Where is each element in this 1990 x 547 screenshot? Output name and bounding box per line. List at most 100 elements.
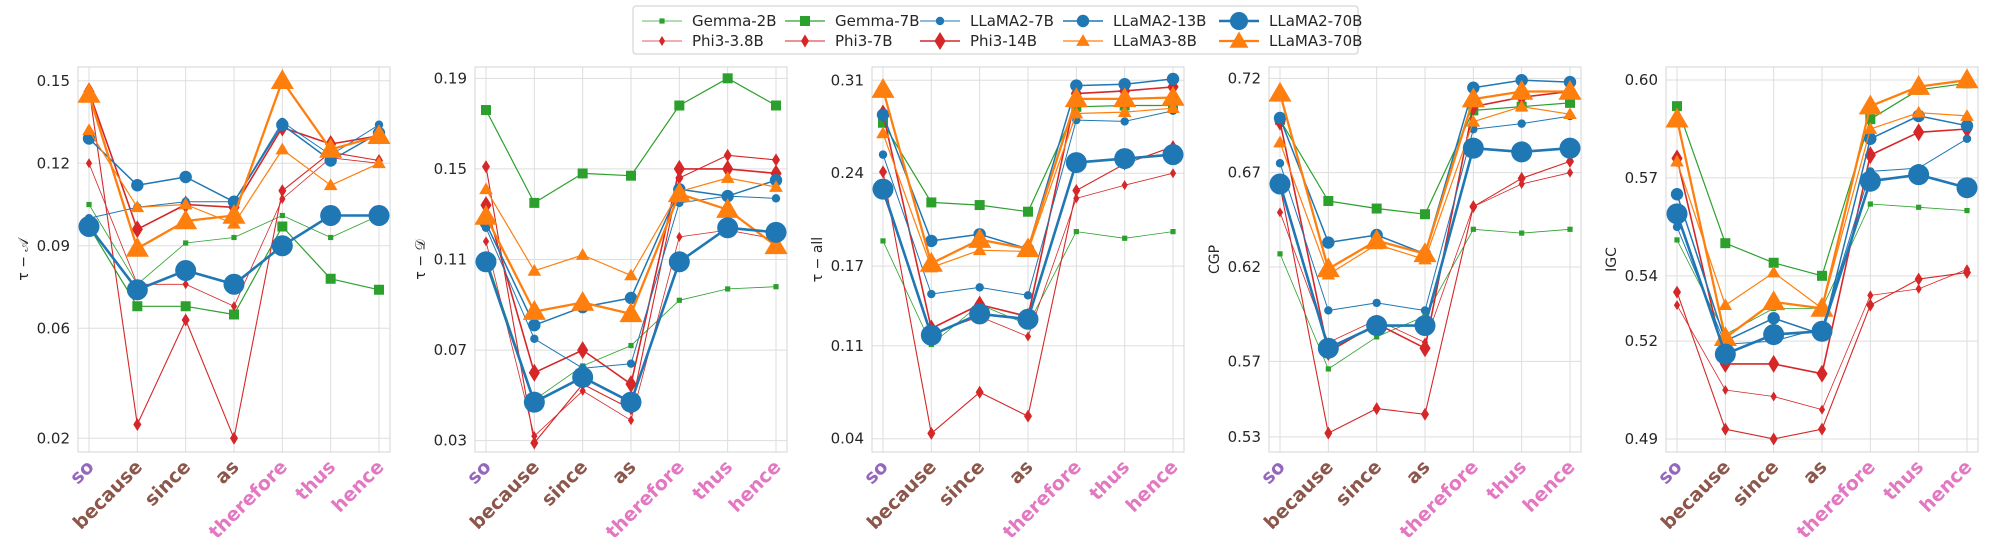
data-point <box>132 301 143 312</box>
data-point <box>1169 168 1177 179</box>
data-point <box>131 179 144 192</box>
data-point <box>328 234 334 241</box>
data-point <box>1865 114 1876 125</box>
data-point <box>1461 87 1485 108</box>
data-point <box>130 200 145 213</box>
y-tick-label: 0.04 <box>831 430 864 448</box>
series-llama2-70b <box>475 217 787 413</box>
y-tick-label: 0.49 <box>1625 430 1658 448</box>
data-point <box>1672 222 1682 232</box>
x-tick-label: as <box>608 456 641 489</box>
axes-frame <box>77 66 391 453</box>
series-phi3-14b <box>480 159 782 394</box>
axes-frame <box>474 66 788 453</box>
legend-marker <box>658 36 666 46</box>
data-point <box>183 240 189 246</box>
y-tick-label: 0.09 <box>37 237 70 255</box>
series-phi3-7b <box>1672 266 1972 446</box>
data-point <box>1960 109 1974 121</box>
data-point <box>667 182 691 203</box>
data-point <box>1118 78 1131 91</box>
data-point <box>1514 99 1529 112</box>
series-llama2-70b <box>1666 164 1978 365</box>
data-point <box>974 200 985 211</box>
data-point <box>1069 106 1084 119</box>
legend-entry-phi3-14b: Phi3-14B <box>920 32 1037 50</box>
data-point <box>975 385 984 399</box>
data-point <box>374 284 384 295</box>
data-point <box>969 303 991 325</box>
data-point <box>668 251 690 273</box>
data-point <box>876 126 890 139</box>
x-tick-label: hence <box>1122 456 1183 517</box>
data-point <box>1273 111 1287 125</box>
data-point <box>1766 265 1781 278</box>
y-tick-label: 0.57 <box>1228 352 1261 370</box>
series-llama3-70b <box>871 78 1185 272</box>
data-point <box>1859 170 1881 192</box>
data-point <box>1024 331 1032 342</box>
data-point <box>325 273 336 284</box>
data-point <box>131 220 143 239</box>
y-tick-label: 0.07 <box>434 341 467 359</box>
data-point <box>178 197 193 210</box>
data-point <box>1811 320 1833 342</box>
data-point <box>1420 306 1430 315</box>
panel-tau-all: 0.040.110.170.240.31τ − allsobecausesinc… <box>810 66 1185 543</box>
legend-entry-phi3-3-8b: Phi3-3.8B <box>642 32 764 50</box>
data-point <box>86 201 92 208</box>
data-point <box>1718 298 1733 311</box>
data-point <box>1720 238 1731 249</box>
data-point <box>270 69 294 89</box>
data-point <box>919 251 943 272</box>
data-point <box>1072 183 1081 197</box>
data-point <box>716 198 740 218</box>
data-point <box>279 212 285 219</box>
data-point <box>528 363 540 382</box>
x-tick-label: since <box>934 456 989 511</box>
series-llama3-70b <box>474 182 788 323</box>
data-point <box>771 100 781 111</box>
data-point <box>175 260 197 281</box>
axes-frame <box>1268 66 1582 453</box>
data-point <box>223 273 245 295</box>
y-tick-label: 0.62 <box>1228 258 1261 276</box>
data-point <box>1023 291 1033 300</box>
data-point <box>1867 201 1873 207</box>
data-point <box>278 184 287 198</box>
data-point <box>1413 242 1437 263</box>
data-point <box>180 301 191 312</box>
data-point <box>179 170 192 184</box>
data-point <box>1419 339 1431 358</box>
data-point <box>673 159 685 178</box>
data-point <box>926 197 937 208</box>
data-point <box>624 268 638 281</box>
data-point <box>764 234 788 255</box>
legend-label: Gemma-2B <box>692 12 777 30</box>
data-point <box>1121 180 1128 191</box>
data-point <box>530 334 539 343</box>
data-point <box>721 189 734 203</box>
data-point <box>1672 101 1682 112</box>
legend-label: Phi3-3.8B <box>692 32 764 50</box>
x-tick-label: as <box>211 456 244 489</box>
data-point <box>1867 290 1874 301</box>
data-point <box>1911 105 1926 118</box>
data-point <box>771 194 781 203</box>
series-llama3-8b <box>82 123 386 229</box>
data-point <box>1269 173 1291 195</box>
y-axis-label: IGC <box>1604 247 1620 272</box>
data-point <box>279 194 286 204</box>
data-point <box>1322 236 1335 249</box>
data-point <box>181 313 190 327</box>
data-point <box>1517 119 1526 128</box>
legend-label: LLaMA2-7B <box>970 12 1054 30</box>
data-point <box>722 159 734 178</box>
data-point <box>1073 229 1079 235</box>
data-point <box>530 436 539 450</box>
data-point <box>1767 312 1780 325</box>
data-point <box>229 431 239 445</box>
data-point <box>82 123 96 136</box>
data-point <box>1955 68 1979 89</box>
